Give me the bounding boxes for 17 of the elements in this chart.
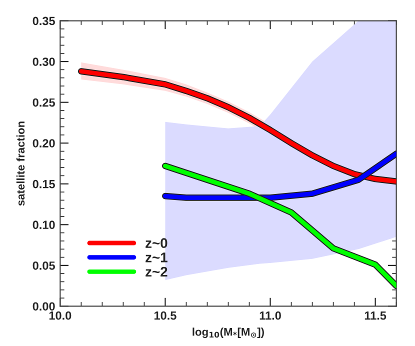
legend-label: z~2 xyxy=(146,266,168,277)
y-axis-title: satellite fraction xyxy=(16,122,25,206)
y-tick-label: 0.10 xyxy=(32,220,55,230)
x-tick-label: 11.5 xyxy=(364,312,386,320)
legend-label: z~0 xyxy=(146,238,168,248)
y-tick-label: 0.30 xyxy=(32,58,55,66)
x-tick-label: 10.0 xyxy=(49,311,72,320)
y-tick-label: 0.20 xyxy=(32,139,55,148)
x-axis-title: log$_{10}$(M$_{*}$[M$_{⊙}$]) xyxy=(192,328,264,338)
x-tick-label: 10.5 xyxy=(154,311,176,320)
y-tick-label: 0.25 xyxy=(32,98,55,107)
y-tick-label: 0.05 xyxy=(32,261,55,270)
y-tick-label: 0.00 xyxy=(32,302,55,311)
y-tick-label: 0.15 xyxy=(32,180,55,188)
y-tick-label: 0.35 xyxy=(32,16,55,26)
x-tick-label: 11.0 xyxy=(260,311,281,320)
legend-label: z~1 xyxy=(146,252,168,262)
